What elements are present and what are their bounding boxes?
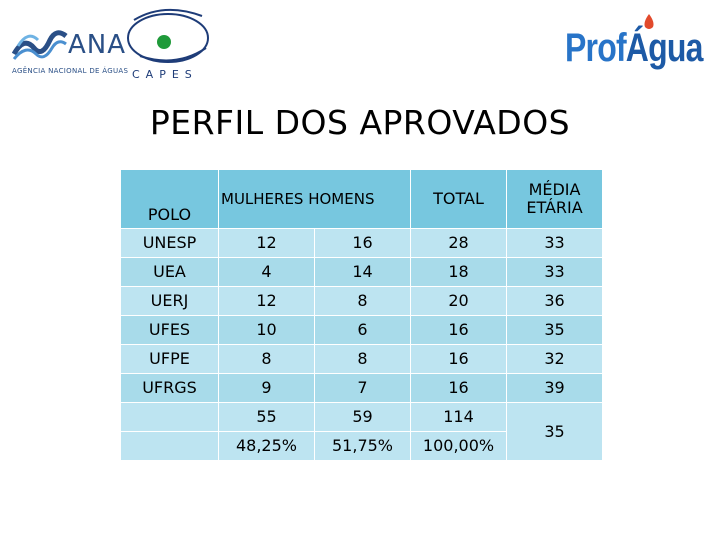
ana-waves-icon <box>12 30 68 60</box>
table-header-row: POLO MULHERES HOMENS TOTAL MÉDIA ETÁRIA <box>120 169 604 229</box>
table-row: UERJ 12 8 20 36 <box>120 286 604 316</box>
cell-homens: 7 <box>313 373 412 403</box>
cell-polo: UEA <box>120 257 219 287</box>
cell-mulheres: 10 <box>218 315 315 345</box>
cell-mulheres: 8 <box>218 344 315 374</box>
percentages-row: 48,25% 51,75% 100,00% <box>120 431 603 461</box>
cell-total: 28 <box>410 228 508 258</box>
total-homens: 59 <box>313 402 412 432</box>
table-row: UNESP 12 16 28 33 <box>120 228 604 258</box>
cell-mulheres: 12 <box>218 228 315 258</box>
cell-polo: UFRGS <box>120 373 219 403</box>
total-media: 35 <box>506 402 604 461</box>
cell-polo: UERJ <box>120 286 219 316</box>
cell-mulheres: 4 <box>218 257 315 287</box>
cell-homens: 14 <box>313 257 412 287</box>
cell-polo: UNESP <box>120 228 219 258</box>
capes-logo: CAPES <box>120 4 220 84</box>
pct-mulheres: 48,25% <box>218 431 315 461</box>
cell-media: 36 <box>506 286 604 316</box>
header-media-etaria: MÉDIA ETÁRIA <box>506 169 604 229</box>
cell-mulheres: 9 <box>218 373 315 403</box>
cell-empty <box>120 402 219 432</box>
total-total: 114 <box>410 402 508 432</box>
cell-empty <box>120 431 219 461</box>
total-mulheres: 55 <box>218 402 315 432</box>
table-row: UFES 10 6 16 35 <box>120 315 604 345</box>
aprovados-table: POLO MULHERES HOMENS TOTAL MÉDIA ETÁRIA U… <box>120 169 604 461</box>
cell-media: 33 <box>506 228 604 258</box>
cell-media: 33 <box>506 257 604 287</box>
totals-row: 55 59 114 35 <box>120 402 604 461</box>
cell-polo: UFPE <box>120 344 219 374</box>
table-row: UFPE 8 8 16 32 <box>120 344 604 374</box>
water-drop-icon <box>644 14 654 29</box>
header-total: TOTAL <box>410 169 508 229</box>
cell-polo: UFES <box>120 315 219 345</box>
pct-homens: 51,75% <box>313 431 412 461</box>
cell-media: 32 <box>506 344 604 374</box>
ana-logo-text: ANA <box>68 30 127 60</box>
cell-total: 16 <box>410 315 508 345</box>
capes-logo-text: CAPES <box>132 68 198 81</box>
cell-media: 35 <box>506 315 604 345</box>
header-mulheres-homens: MULHERES HOMENS <box>217 169 412 229</box>
cell-total: 16 <box>410 344 508 374</box>
cell-total: 20 <box>410 286 508 316</box>
header-media-line1: MÉDIA <box>528 180 581 199</box>
table-row: UFRGS 9 7 16 39 <box>120 373 604 403</box>
profagua-logo-text: ProfÁgua <box>565 26 703 70</box>
cell-mulheres: 12 <box>218 286 315 316</box>
cell-total: 16 <box>410 373 508 403</box>
cell-homens: 16 <box>313 228 412 258</box>
cell-homens: 8 <box>313 286 412 316</box>
profagua-logo: ProfÁgua <box>565 12 715 82</box>
header-polo: POLO <box>120 169 219 229</box>
page-title: PERFIL DOS APROVADOS <box>149 103 571 142</box>
ana-logo: ANA AGÊNCIA NACIONAL DE ÁGUAS <box>10 12 128 78</box>
cell-homens: 8 <box>313 344 412 374</box>
pct-total: 100,00% <box>410 431 508 461</box>
header-media-line2: ETÁRIA <box>526 198 583 217</box>
capes-orbit-icon <box>127 8 209 63</box>
cell-media: 39 <box>506 373 604 403</box>
table-row: UEA 4 14 18 33 <box>120 257 604 287</box>
cell-homens: 6 <box>313 315 412 345</box>
ana-logo-subtitle: AGÊNCIA NACIONAL DE ÁGUAS <box>12 67 129 75</box>
cell-total: 18 <box>410 257 508 287</box>
